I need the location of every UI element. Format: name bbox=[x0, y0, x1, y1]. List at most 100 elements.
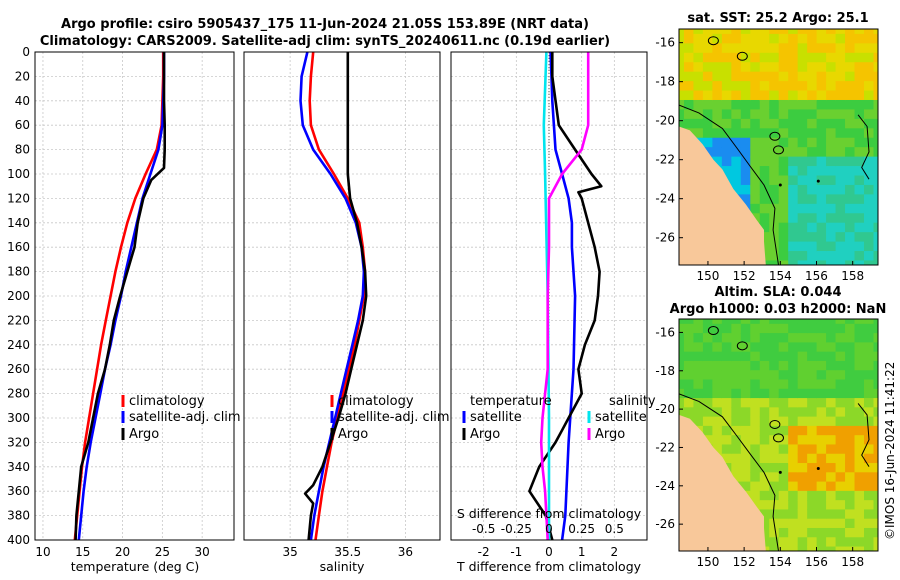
map-cell bbox=[702, 342, 713, 353]
map-dot bbox=[778, 183, 782, 187]
map-cell bbox=[854, 241, 865, 252]
map-cell bbox=[712, 90, 723, 101]
top-x-tick-label: 0 bbox=[545, 522, 553, 536]
map-cell bbox=[807, 546, 818, 551]
map-cell bbox=[797, 52, 808, 63]
map-cell bbox=[797, 147, 808, 158]
map-cell bbox=[702, 388, 713, 399]
map-cell bbox=[712, 342, 723, 353]
map-cell bbox=[864, 490, 875, 501]
map-cell bbox=[712, 370, 723, 381]
map-cell bbox=[826, 333, 837, 344]
map-cell bbox=[835, 453, 846, 464]
map-cell bbox=[702, 351, 713, 362]
reef-contour bbox=[736, 51, 748, 61]
map-cell bbox=[816, 71, 827, 82]
map-cell bbox=[778, 463, 789, 473]
map-cell bbox=[873, 128, 878, 139]
map-cell bbox=[854, 137, 865, 148]
map-cell bbox=[769, 33, 780, 44]
map-cell bbox=[826, 481, 837, 492]
map-cell bbox=[769, 260, 780, 265]
map-cell bbox=[731, 147, 742, 158]
map-cell bbox=[826, 52, 837, 63]
x-tick-label: 30 bbox=[195, 545, 210, 559]
map-cell bbox=[759, 147, 770, 158]
map-cell bbox=[788, 109, 799, 120]
map-cell bbox=[759, 213, 770, 224]
map-cell bbox=[845, 453, 856, 464]
map-cell bbox=[835, 166, 846, 177]
map-cell bbox=[864, 546, 875, 551]
series-line-s-argo bbox=[539, 52, 590, 540]
map-cell bbox=[816, 251, 827, 262]
map-cell bbox=[788, 156, 799, 167]
map-cell bbox=[873, 109, 878, 120]
series-line-t-satellite bbox=[549, 52, 577, 540]
map-cell bbox=[778, 379, 789, 390]
map-cell bbox=[854, 342, 865, 353]
map-cell bbox=[740, 472, 751, 483]
map-cell bbox=[750, 398, 761, 408]
map-lat-label: -24 bbox=[655, 479, 675, 493]
map-cell bbox=[683, 351, 694, 362]
map-cell bbox=[826, 109, 837, 120]
map-cell bbox=[816, 147, 827, 158]
map-cell bbox=[778, 351, 789, 362]
map-cell bbox=[835, 398, 846, 408]
reef-contour bbox=[773, 145, 784, 155]
map-cell bbox=[854, 147, 865, 158]
map-cell bbox=[721, 147, 732, 158]
map-cell bbox=[683, 62, 694, 73]
map-cell bbox=[864, 118, 875, 129]
x-tick-label: -1 bbox=[510, 545, 522, 559]
map-cell bbox=[854, 360, 865, 371]
map-cell bbox=[693, 379, 704, 390]
map-lat-label: -26 bbox=[655, 517, 675, 531]
map-cell bbox=[845, 90, 856, 101]
map-cell bbox=[835, 370, 846, 381]
map-cell bbox=[759, 323, 770, 334]
map-cell bbox=[864, 407, 875, 418]
map-cell bbox=[845, 147, 856, 158]
map-cell bbox=[712, 416, 723, 427]
map-cell bbox=[807, 435, 818, 446]
sla-map bbox=[679, 319, 878, 551]
map-cell bbox=[845, 62, 856, 73]
salinity-xlabel: salinity bbox=[320, 559, 365, 574]
map-cell bbox=[693, 323, 704, 334]
map-cell bbox=[759, 71, 770, 82]
map-cell bbox=[826, 444, 837, 455]
map-cell bbox=[731, 52, 742, 63]
map-cell bbox=[750, 128, 761, 139]
map-cell bbox=[807, 463, 818, 473]
map-cell bbox=[712, 388, 723, 399]
map-cell bbox=[702, 323, 713, 334]
legend-title-salinity: salinity bbox=[609, 394, 656, 409]
map-cell bbox=[873, 453, 878, 464]
map-cell bbox=[807, 453, 818, 464]
map-cell bbox=[864, 537, 875, 548]
map-cell bbox=[816, 490, 827, 501]
map-cell bbox=[807, 425, 818, 436]
map-cell bbox=[683, 388, 694, 399]
map-cell bbox=[845, 360, 856, 371]
map-cell bbox=[759, 407, 770, 418]
map-cell bbox=[731, 71, 742, 82]
map-cell bbox=[769, 128, 780, 139]
map-cell bbox=[826, 546, 837, 551]
map-cell bbox=[788, 323, 799, 334]
map-cell bbox=[750, 444, 761, 455]
map-cell bbox=[873, 29, 878, 35]
map-cell bbox=[797, 379, 808, 390]
map-cell bbox=[835, 43, 846, 54]
map-cell bbox=[835, 29, 846, 35]
map-cell bbox=[731, 370, 742, 381]
map-cell bbox=[845, 518, 856, 529]
map-cell bbox=[778, 398, 789, 408]
map-cell bbox=[873, 99, 878, 111]
map-cell bbox=[864, 29, 875, 35]
map-cell bbox=[797, 90, 808, 101]
map-cell bbox=[679, 370, 685, 381]
map-cell bbox=[759, 444, 770, 455]
